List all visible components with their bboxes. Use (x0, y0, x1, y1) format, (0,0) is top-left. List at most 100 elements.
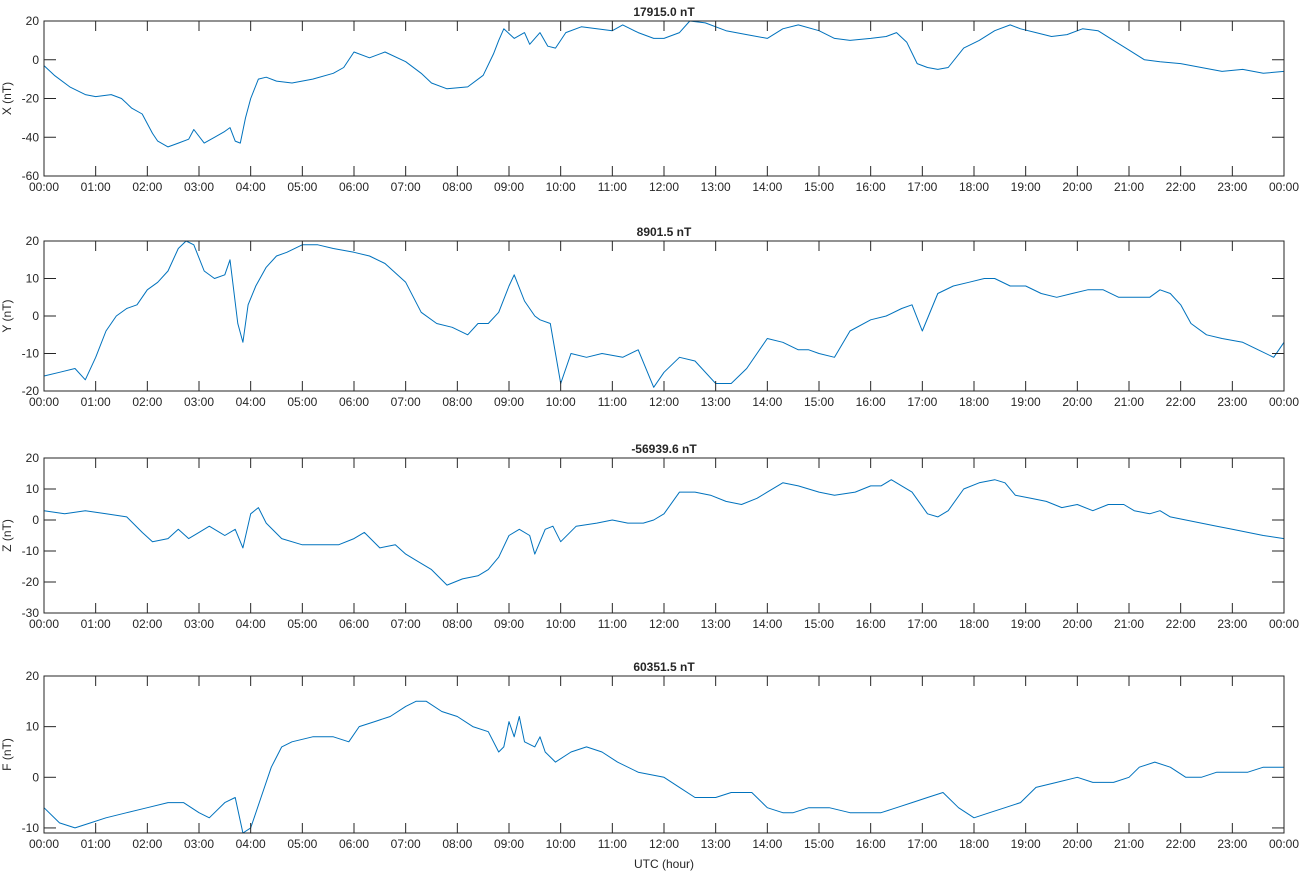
y-tick-label: -20 (22, 92, 40, 106)
x-tick-label: 10:00 (546, 837, 576, 851)
x-tick-label: 14:00 (752, 180, 782, 194)
y-tick-label: -30 (22, 606, 40, 620)
x-tick-label: 18:00 (959, 837, 989, 851)
y-axis-label: Y (nT) (0, 299, 14, 332)
x-tick-label: 07:00 (391, 395, 421, 409)
x-tick-label: 03:00 (184, 395, 214, 409)
x-tick-label: 00:00 (1269, 837, 1299, 851)
x-tick-label: 11:00 (598, 180, 627, 194)
y-tick-label: 20 (26, 451, 40, 465)
x-tick-label: 02:00 (132, 837, 162, 851)
y-tick-label: 10 (26, 482, 40, 496)
x-tick-label: 15:00 (804, 617, 834, 631)
x-tick-label: 17:00 (907, 837, 937, 851)
x-tick-label: 01:00 (81, 180, 111, 194)
series-line (43, 700, 1284, 834)
x-tick-label: 02:00 (132, 617, 162, 631)
panel-z: 00:00 01:00 02:00 03:00 04:00 05:00 06:00 07:00… (0, 442, 1299, 631)
x-tick-label: 01:00 (81, 395, 111, 409)
series-line (43, 479, 1285, 586)
x-tick-label: 18:00 (959, 395, 989, 409)
x-tick-label: 04:00 (236, 837, 266, 851)
y-tick-label: 20 (26, 14, 40, 28)
panel-title: 8901.5 nT (637, 225, 692, 239)
x-tick-label: 15:00 (804, 395, 834, 409)
panel-f: 00:00 01:00 02:00 03:00 04:00 05:00 06:00 07:00… (0, 660, 1299, 871)
x-tick-label: 19:00 (1011, 180, 1041, 194)
y-tick-label: 0 (32, 513, 39, 527)
x-tick-label: 04:00 (236, 180, 266, 194)
y-tick-label: 20 (26, 234, 40, 248)
x-tick-label: 12:00 (649, 617, 679, 631)
x-tick-label: 11:00 (598, 837, 627, 851)
y-tick-label: 0 (32, 309, 39, 323)
x-tick-label: 10:00 (546, 617, 576, 631)
x-tick-label: 21:00 (1114, 617, 1144, 631)
x-tick-label: 09:00 (494, 617, 524, 631)
panel-y: 00:00 01:00 02:00 03:00 04:00 05:00 06:00 07:00… (0, 225, 1299, 409)
x-tick-label: 02:00 (132, 395, 162, 409)
x-tick-label: 14:00 (752, 837, 782, 851)
x-tick-label: 17:00 (907, 180, 937, 194)
x-tick-label: 09:00 (494, 395, 524, 409)
x-tick-label: 22:00 (1166, 837, 1196, 851)
x-tick-label: 20:00 (1062, 837, 1092, 851)
x-tick-label: 00:00 (1269, 180, 1299, 194)
x-tick-label: 07:00 (391, 180, 421, 194)
x-tick-label: 19:00 (1011, 837, 1041, 851)
y-tick-label: 0 (32, 770, 39, 784)
x-tick-label: 12:00 (649, 395, 679, 409)
y-tick-label: -60 (22, 169, 40, 183)
x-tick-label: 06:00 (339, 395, 369, 409)
x-tick-label: 20:00 (1062, 395, 1092, 409)
x-tick-label: 12:00 (649, 180, 679, 194)
x-tick-label: 03:00 (184, 837, 214, 851)
y-tick-label: 10 (26, 272, 40, 286)
x-tick-label: 00:00 (1269, 617, 1299, 631)
x-tick-label: 00:00 (29, 617, 59, 631)
y-axis-label: Z (nT) (0, 519, 14, 552)
y-tick-label: -10 (22, 821, 40, 835)
panel-title: -56939.6 nT (631, 442, 697, 456)
x-tick-label: 08:00 (442, 180, 472, 194)
x-tick-label: 23:00 (1217, 837, 1247, 851)
x-tick-label: 12:00 (649, 837, 679, 851)
x-tick-label: 23:00 (1217, 395, 1247, 409)
x-tick-label: 00:00 (29, 180, 59, 194)
x-tick-label: 08:00 (442, 617, 472, 631)
x-tick-label: 03:00 (184, 180, 214, 194)
x-axis-label: UTC (hour) (634, 857, 694, 871)
x-tick-label: 21:00 (1114, 180, 1144, 194)
x-tick-label: 22:00 (1166, 395, 1196, 409)
x-tick-label: 08:00 (442, 395, 472, 409)
x-tick-label: 02:00 (132, 180, 162, 194)
x-tick-label: 13:00 (701, 180, 731, 194)
panel-title: 60351.5 nT (633, 660, 695, 674)
x-tick-label: 15:00 (804, 180, 834, 194)
x-tick-label: 22:00 (1166, 180, 1196, 194)
y-tick-label: -20 (22, 575, 40, 589)
x-tick-label: 00:00 (29, 395, 59, 409)
y-tick-label: -10 (22, 544, 40, 558)
x-tick-label: 04:00 (236, 617, 266, 631)
panel-x: 00:00 01:00 02:00 03:00 04:00 05:00 06:00 07:00… (0, 5, 1299, 194)
x-tick-label: 09:00 (494, 837, 524, 851)
x-tick-label: 06:00 (339, 617, 369, 631)
x-tick-label: 19:00 (1011, 617, 1041, 631)
x-tick-label: 11:00 (598, 617, 627, 631)
x-tick-label: 23:00 (1217, 180, 1247, 194)
x-tick-label: 07:00 (391, 837, 421, 851)
series-line (43, 20, 1285, 148)
x-tick-label: 01:00 (81, 837, 111, 851)
x-tick-label: 01:00 (81, 617, 111, 631)
y-tick-label: -40 (22, 130, 40, 144)
x-tick-label: 20:00 (1062, 617, 1092, 631)
y-tick-label: 0 (32, 53, 39, 67)
x-tick-label: 00:00 (1269, 395, 1299, 409)
x-tick-label: 05:00 (287, 395, 317, 409)
x-tick-label: 15:00 (804, 837, 834, 851)
x-tick-label: 14:00 (752, 617, 782, 631)
x-tick-label: 19:00 (1011, 395, 1041, 409)
